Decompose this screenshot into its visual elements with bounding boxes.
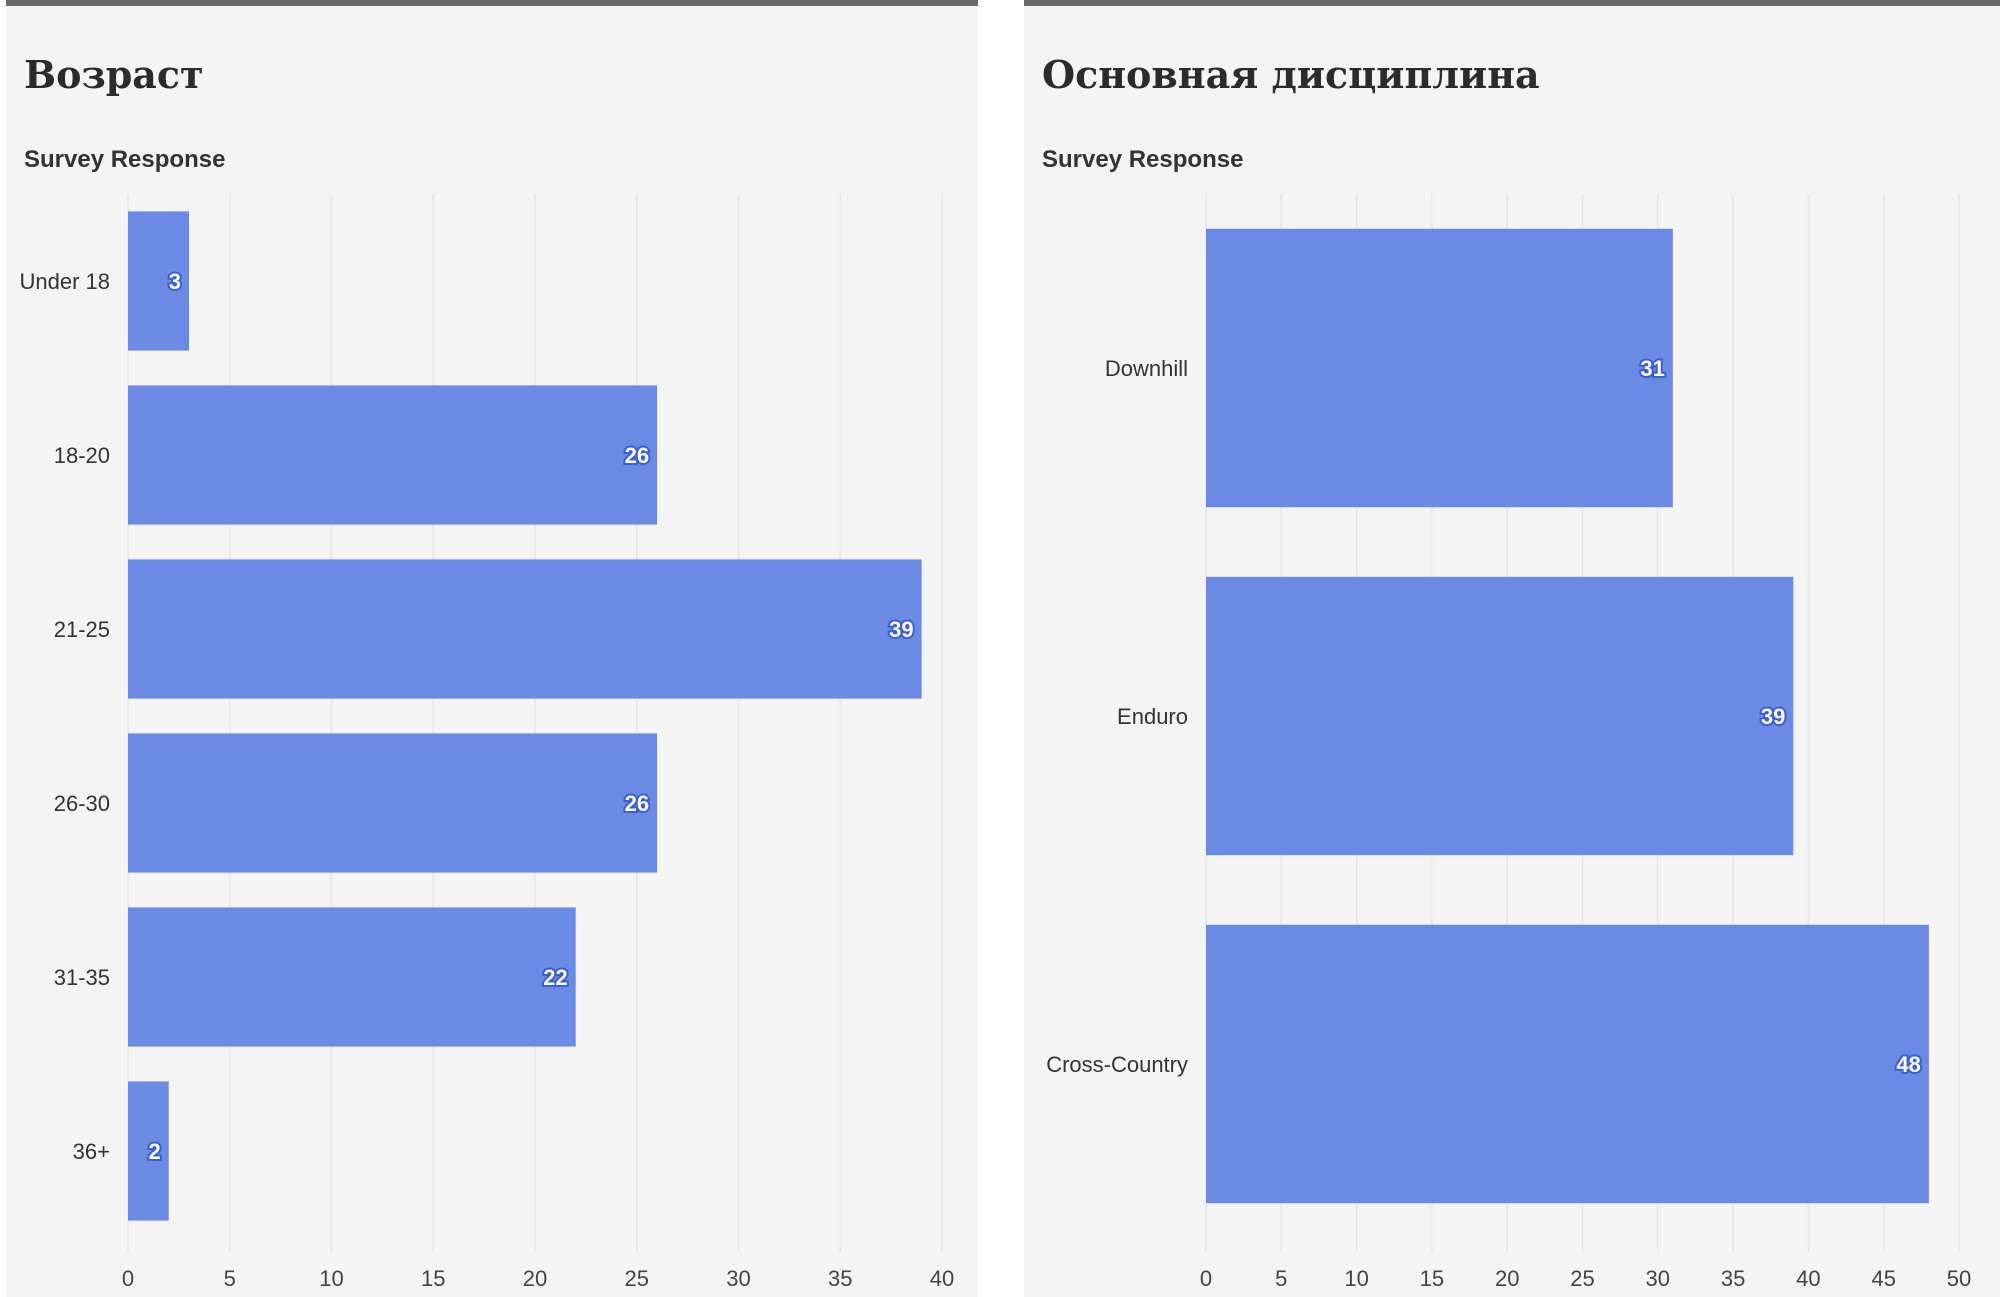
chart-title: Основная дисциплина — [1042, 52, 1540, 97]
x-tick-label: 0 — [1200, 1266, 1212, 1291]
age-bar-chart: 0 5 10 15 20 25 30 35 40 Under 18 3 18-20 26 21-25 39 2… — [19, 194, 954, 1291]
x-tick-label: 50 — [1947, 1266, 1971, 1291]
x-tick-label: 5 — [1275, 1266, 1287, 1291]
bar — [128, 385, 658, 525]
discipline-bar-chart: 0 5 10 15 20 25 30 35 40 45 50 Downhill 31 Enduro 39 Cr… — [1046, 194, 1971, 1291]
discipline-chart-panel: Основная дисциплина Survey Response 0 5 10… — [1024, 0, 2000, 1297]
bar — [1206, 924, 1929, 1204]
bar — [128, 211, 190, 351]
bar-value-label: 3 — [169, 269, 181, 294]
chart-subtitle: Survey Response — [24, 146, 226, 173]
x-tick-label: 40 — [930, 1266, 954, 1291]
bar — [1206, 228, 1673, 508]
category-label: 31-35 — [54, 965, 110, 990]
x-tick-label: 5 — [224, 1266, 236, 1291]
bar-value-label: 26 — [625, 791, 649, 816]
bar-value-label: 26 — [625, 443, 649, 468]
category-label: 18-20 — [54, 443, 110, 468]
bar-value-label: 39 — [889, 617, 913, 642]
bar-value-label: 22 — [543, 965, 567, 990]
category-label: 21-25 — [54, 617, 110, 642]
x-tick-label: 15 — [1420, 1266, 1444, 1291]
category-label: 26-30 — [54, 791, 110, 816]
x-tick-label: 35 — [828, 1266, 852, 1291]
x-tick-label: 25 — [1570, 1266, 1594, 1291]
bar — [128, 733, 658, 873]
x-tick-label: 0 — [122, 1266, 134, 1291]
x-tick-label: 15 — [421, 1266, 445, 1291]
bar-value-label: 31 — [1640, 356, 1664, 381]
category-label: Cross-Country — [1046, 1052, 1188, 1077]
x-tick-label: 20 — [523, 1266, 547, 1291]
x-tick-label: 35 — [1721, 1266, 1745, 1291]
bar — [128, 1081, 169, 1221]
x-tick-label: 45 — [1871, 1266, 1895, 1291]
bar-value-label: 2 — [148, 1139, 160, 1164]
bar — [128, 559, 922, 699]
x-tick-label: 25 — [625, 1266, 649, 1291]
bar-value-label: 48 — [1896, 1052, 1920, 1077]
chart-subtitle: Survey Response — [1042, 146, 1244, 173]
x-tick-label: 30 — [726, 1266, 750, 1291]
x-tick-label: 20 — [1495, 1266, 1519, 1291]
chart-title: Возраст — [24, 52, 204, 97]
category-label: Enduro — [1117, 704, 1188, 729]
category-label: Downhill — [1105, 356, 1188, 381]
age-chart-panel: Возраст Survey Response 0 5 10 15 20 25 30 35 40… — [6, 0, 978, 1297]
bar — [1206, 576, 1794, 856]
bar — [128, 907, 576, 1047]
category-label: 36+ — [73, 1139, 110, 1164]
x-tick-label: 30 — [1646, 1266, 1670, 1291]
x-tick-label: 10 — [1344, 1266, 1368, 1291]
x-tick-label: 40 — [1796, 1266, 1820, 1291]
bar-value-label: 39 — [1761, 704, 1785, 729]
x-tick-label: 10 — [319, 1266, 343, 1291]
category-label: Under 18 — [19, 269, 110, 294]
